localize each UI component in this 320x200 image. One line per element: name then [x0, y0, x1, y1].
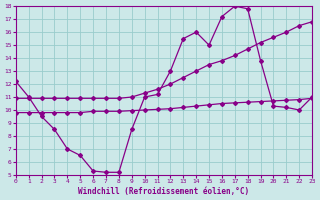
- X-axis label: Windchill (Refroidissement éolien,°C): Windchill (Refroidissement éolien,°C): [78, 187, 250, 196]
